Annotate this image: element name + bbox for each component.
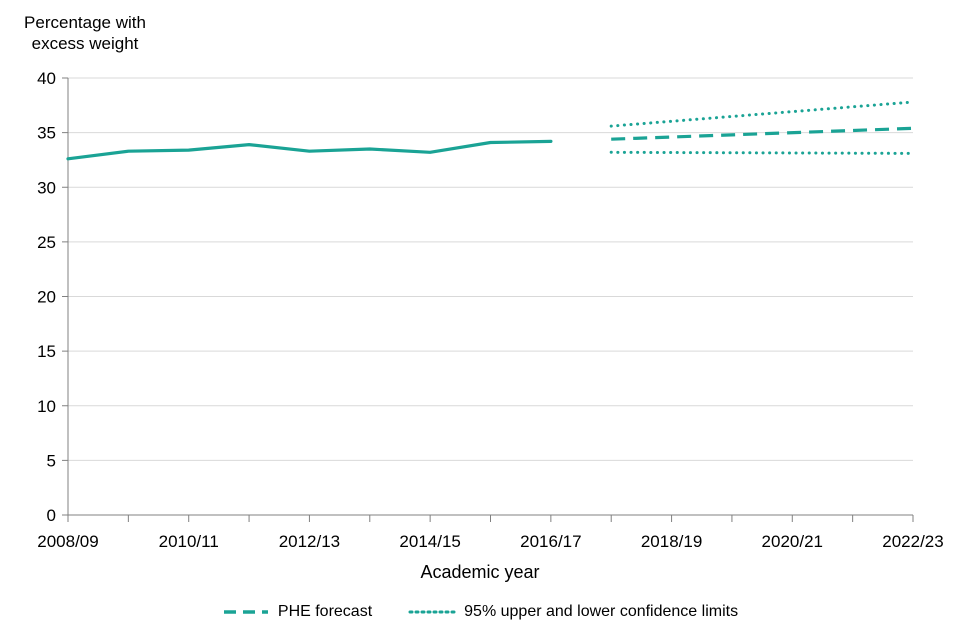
legend-label-forecast: PHE forecast xyxy=(277,603,373,620)
x-axis-label: Academic year xyxy=(420,562,540,582)
legend-item-confidence: 95% upper and lower confidence limits xyxy=(408,603,738,621)
x-tick-label: 2020/21 xyxy=(762,532,823,551)
y-tick-label: 0 xyxy=(47,506,56,525)
y-tick-label: 5 xyxy=(47,451,56,470)
y-axis-label: Percentage with excess weight xyxy=(24,13,146,53)
series-line-dotted-2 xyxy=(609,100,915,128)
x-tick-label: 2014/15 xyxy=(399,532,460,551)
x-tick-label: 2018/19 xyxy=(641,532,702,551)
y-tick-label: 10 xyxy=(37,397,56,416)
dashed-line-swatch xyxy=(223,610,268,614)
x-tick-label: 2016/17 xyxy=(520,532,581,551)
x-tick-label: 2008/09 xyxy=(37,532,98,551)
legend-label-confidence: 95% upper and lower confidence limits xyxy=(464,603,739,620)
y-tick-label: 25 xyxy=(37,233,56,252)
series-line-dotted-3 xyxy=(609,150,915,155)
legend-item-forecast: PHE forecast xyxy=(222,603,372,621)
x-tick-label: 2012/13 xyxy=(279,532,340,551)
y-tick-label: 35 xyxy=(37,124,56,143)
x-tick-label: 2022/23 xyxy=(882,532,943,551)
y-tick-label: 30 xyxy=(37,178,56,197)
dotted-line-swatch xyxy=(408,610,456,614)
legend: PHE forecast 95% upper and lower confide… xyxy=(0,603,960,621)
x-tick-label: 2010/11 xyxy=(159,532,219,551)
y-tick-label: 15 xyxy=(37,342,56,361)
y-tick-label: 20 xyxy=(37,288,56,307)
series-line-dashed-1 xyxy=(611,126,914,141)
y-tick-label: 40 xyxy=(37,69,56,88)
series-line-solid-0 xyxy=(66,139,553,161)
